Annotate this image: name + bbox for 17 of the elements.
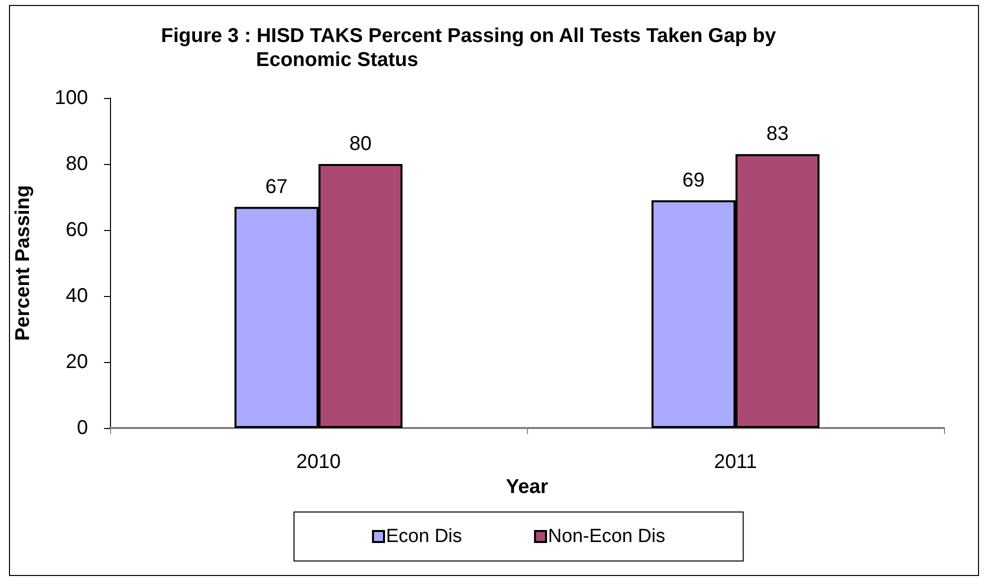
y-tick-label: 80 xyxy=(66,153,88,175)
data-label: 80 xyxy=(349,133,372,155)
data-label: 83 xyxy=(766,123,789,146)
y-tick-label: 20 xyxy=(66,351,88,373)
y-tick-label: 0 xyxy=(76,417,88,439)
x-tick-label: 2011 xyxy=(714,451,758,473)
y-tick-label: 100 xyxy=(54,87,88,109)
legend-label: Non-Econ Dis xyxy=(548,526,666,547)
y-axis-title: Percent Passing xyxy=(12,185,34,341)
x-axis-title: Year xyxy=(506,476,548,498)
data-label: 67 xyxy=(265,176,288,198)
chart-title: Figure 3 : HISD TAKS Percent Passing on All Tests Taken Gap by Economic Status xyxy=(161,24,777,72)
x-tick-label: 2010 xyxy=(296,451,341,473)
data-label: 69 xyxy=(682,169,705,192)
y-tick-label: 40 xyxy=(66,285,88,307)
y-tick-label: 60 xyxy=(66,219,88,241)
legend-label: Econ Dis xyxy=(386,526,462,547)
